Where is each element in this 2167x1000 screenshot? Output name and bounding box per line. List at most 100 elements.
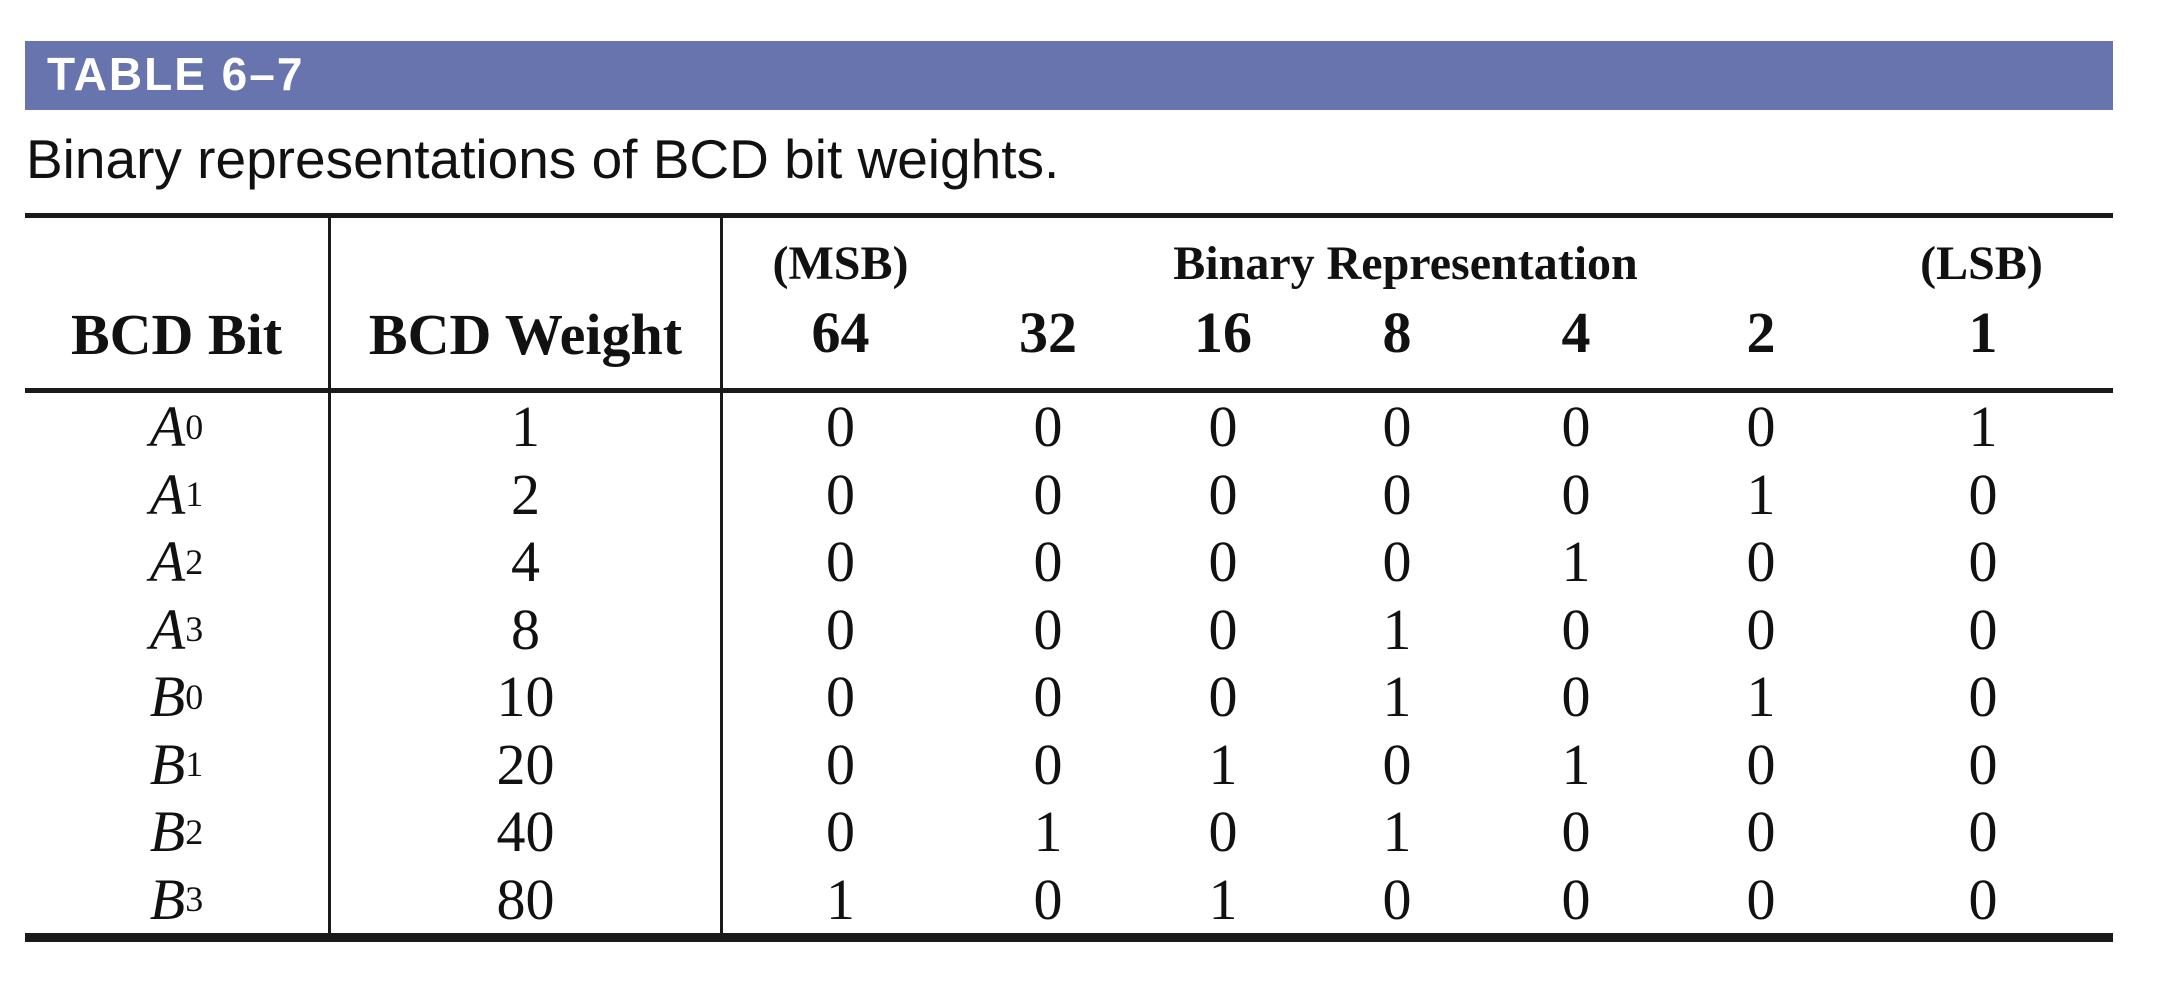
binary-bit-cell: 0: [1033, 529, 1063, 595]
bcd-bit-letter: B: [149, 664, 186, 730]
binary-bit-cell: 0: [826, 529, 855, 595]
header-lsb-label: (LSB): [1920, 237, 2043, 290]
bcd-bit-letter: A: [149, 394, 186, 460]
binary-bit-cell: 0: [1382, 461, 1412, 527]
binary-bit-cell: 1: [1208, 731, 1238, 797]
binary-bit-cell: 0: [1746, 394, 1776, 460]
binary-bit-cell: 1: [1382, 596, 1412, 662]
bcd-bit-letter: B: [149, 799, 186, 865]
binary-bit-cell: 0: [1033, 866, 1063, 932]
binary-bit-cell: 0: [1746, 866, 1776, 932]
header-bcd-bit: BCD Bit: [25, 218, 331, 388]
bcd-bit-letter: A: [149, 461, 186, 527]
binary-bit-cell: 0: [1746, 596, 1776, 662]
binary-bit-cell: 1: [1382, 799, 1412, 865]
table-number-label: TABLE 6–7: [47, 48, 305, 100]
binary-bit-cell: 0: [1968, 529, 1998, 595]
header-weight-64: 64: [811, 300, 870, 365]
binary-bit-cell: 0: [1968, 596, 1998, 662]
bcd-weight-cell: 80: [331, 865, 723, 933]
bcd-weight-cell: 20: [331, 730, 723, 798]
bcd-weight-cell: 1: [331, 393, 723, 461]
binary-bit-cell: 0: [826, 596, 855, 662]
binary-bit-cell: 1: [826, 866, 855, 932]
binary-bit-cell: 1: [1746, 461, 1776, 527]
header-weight-4: 4: [1561, 300, 1591, 365]
binary-bit-cell: 1: [1561, 731, 1591, 797]
bcd-bit-letter: A: [149, 529, 186, 595]
binary-bit-cell: 0: [826, 799, 855, 865]
binary-bit-cell: 0: [1382, 866, 1412, 932]
binary-bit-cell: 0: [826, 394, 855, 460]
binary-bits-group: 0 1 0 1 0 0 0: [723, 798, 2110, 865]
binary-bit-cell: 0: [1746, 529, 1776, 595]
header-bcd-weight: BCD Weight: [331, 218, 723, 388]
header-weight-32: 32: [1019, 300, 1077, 365]
header-binary-representation-label: Binary Representation: [1173, 237, 1638, 290]
binary-bit-cell: 0: [1968, 461, 1998, 527]
binary-bit-cell: 1: [1561, 529, 1591, 595]
binary-bit-cell: 1: [1033, 799, 1063, 865]
binary-bits-group: 1 0 1 0 0 0 0: [723, 866, 2110, 933]
binary-bit-cell: 0: [1033, 596, 1063, 662]
table-header-row: BCD Bit BCD Weight (MSB) Binary Represen…: [25, 218, 2113, 393]
bcd-weights-table: BCD Bit BCD Weight (MSB) Binary Represen…: [25, 213, 2113, 942]
binary-bit-cell: 0: [1561, 866, 1591, 932]
header-msb-label: (MSB): [772, 237, 909, 290]
table-row: B 1 20 0 0 1 0 1 0 0: [25, 730, 2113, 798]
header-binary-group: (MSB) Binary Representation (LSB) 64 32 …: [723, 218, 2110, 388]
binary-bit-cell: 0: [1208, 664, 1238, 730]
binary-bit-cell: 0: [1033, 394, 1063, 460]
header-weight-1: 1: [1968, 300, 1998, 365]
header-weight-16: 16: [1194, 300, 1252, 365]
bcd-weight-cell: 8: [331, 595, 723, 663]
binary-bit-cell: 0: [1208, 461, 1238, 527]
binary-bit-cell: 0: [1208, 394, 1238, 460]
binary-bits-group: 0 0 0 0 1 0 0: [723, 528, 2110, 595]
header-binary-line1: (MSB) Binary Representation (LSB): [723, 236, 2110, 291]
table-row: B 0 10 0 0 0 1 0 1 0: [25, 663, 2113, 731]
binary-bit-cell: 1: [1382, 664, 1412, 730]
binary-bit-cell: 0: [1561, 596, 1591, 662]
bcd-weight-cell: 10: [331, 663, 723, 731]
binary-bit-cell: 0: [1561, 664, 1591, 730]
table-title-banner: TABLE 6–7: [25, 41, 2113, 110]
binary-bit-cell: 1: [1746, 664, 1776, 730]
binary-bits-group: 0 0 1 0 1 0 0: [723, 731, 2110, 798]
table-row: B 2 40 0 1 0 1 0 0 0: [25, 798, 2113, 866]
binary-bit-cell: 0: [1561, 394, 1591, 460]
table-row: B 3 80 1 0 1 0 0 0 0: [25, 865, 2113, 933]
binary-bits-group: 0 0 0 1 0 0 0: [723, 596, 2110, 663]
binary-bit-cell: 0: [1968, 866, 1998, 932]
binary-bit-cell: 0: [1208, 596, 1238, 662]
binary-bit-cell: 0: [1382, 731, 1412, 797]
binary-bit-cell: 0: [1968, 799, 1998, 865]
binary-bit-cell: 0: [1746, 799, 1776, 865]
binary-bit-cell: 0: [826, 461, 855, 527]
binary-bits-group: 0 0 0 0 0 0 1: [723, 393, 2110, 460]
binary-bit-cell: 0: [1208, 799, 1238, 865]
header-weight-2: 2: [1746, 300, 1776, 365]
binary-bit-cell: 0: [1033, 731, 1063, 797]
bcd-bit-letter: A: [149, 596, 186, 662]
binary-bit-cell: 0: [1208, 529, 1238, 595]
binary-bits-group: 0 0 0 1 0 1 0: [723, 663, 2110, 730]
binary-bit-cell: 0: [1968, 664, 1998, 730]
binary-bit-cell: 0: [1561, 461, 1591, 527]
binary-bits-group: 0 0 0 0 0 1 0: [723, 461, 2110, 528]
table-caption: Binary representations of BCD bit weight…: [26, 128, 1060, 190]
bcd-bit-letter: B: [149, 731, 186, 797]
bcd-bit-letter: B: [149, 866, 186, 932]
binary-bit-cell: 0: [1382, 394, 1412, 460]
bcd-weight-cell: 2: [331, 460, 723, 528]
